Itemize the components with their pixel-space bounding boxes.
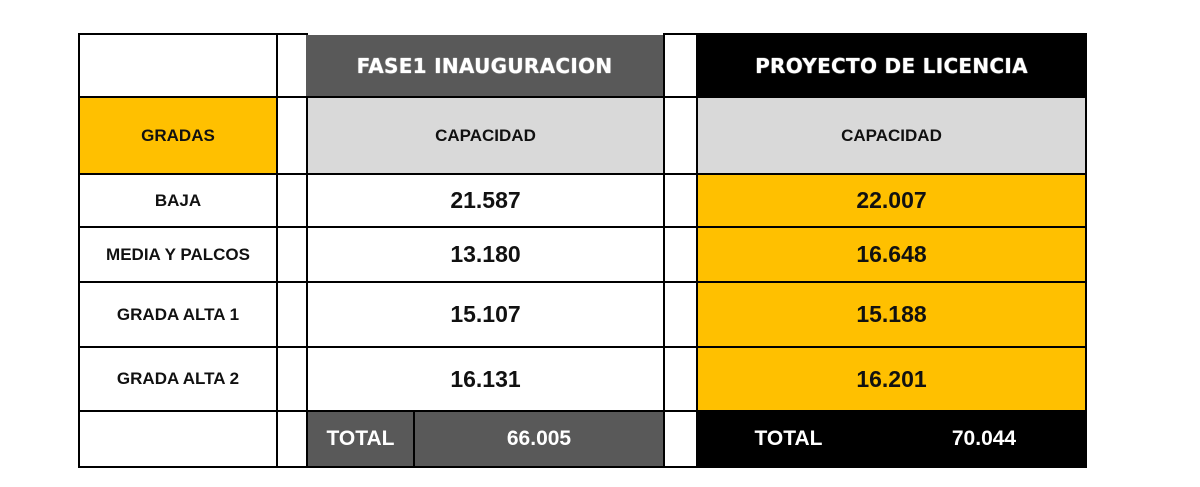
gradas-header: GRADAS bbox=[78, 96, 278, 175]
fase1-title: FASE1 INAUGURACION bbox=[306, 35, 663, 96]
fase1-value: 21.587 bbox=[306, 173, 665, 228]
grada-name: GRADA ALTA 2 bbox=[78, 346, 278, 412]
grada-name: GRADA ALTA 1 bbox=[78, 281, 278, 348]
spacer-cell bbox=[663, 173, 698, 228]
proyecto-value: 15.188 bbox=[696, 281, 1087, 348]
proyecto-value: 22.007 bbox=[696, 173, 1087, 228]
fase1-total-label: TOTAL bbox=[306, 410, 415, 468]
empty-top-left-cell bbox=[78, 33, 278, 98]
spacer-cell bbox=[276, 173, 308, 228]
spacer-cell bbox=[276, 346, 308, 412]
proyecto-title: PROYECTO DE LICENCIA bbox=[696, 33, 1087, 98]
spacer-cell bbox=[663, 33, 698, 98]
empty-total-cell bbox=[78, 410, 278, 468]
proyecto-value: 16.201 bbox=[696, 346, 1087, 412]
spacer-cell bbox=[276, 281, 308, 348]
proyecto-capacity-header: CAPACIDAD bbox=[696, 96, 1087, 175]
spacer-cell bbox=[663, 346, 698, 412]
fase1-value: 15.107 bbox=[306, 281, 665, 348]
proyecto-value: 16.648 bbox=[696, 226, 1087, 283]
spacer-cell bbox=[276, 410, 308, 468]
fase1-capacity-header: CAPACIDAD bbox=[306, 96, 665, 175]
fase1-value: 16.131 bbox=[306, 346, 665, 412]
grada-name: BAJA bbox=[78, 173, 278, 228]
fase1-value: 13.180 bbox=[306, 226, 665, 283]
spacer-cell bbox=[663, 96, 698, 175]
capacity-comparison-table: FASE1 INAUGURACION PROYECTO DE LICENCIA … bbox=[78, 33, 1087, 468]
proyecto-total-value: 70.044 bbox=[881, 410, 1087, 468]
spacer-cell bbox=[663, 410, 698, 468]
grada-name: MEDIA Y PALCOS bbox=[78, 226, 278, 283]
spacer-cell bbox=[276, 33, 308, 98]
fase1-total-value: 66.005 bbox=[413, 410, 665, 468]
spacer-cell bbox=[276, 96, 308, 175]
proyecto-total-label: TOTAL bbox=[696, 410, 881, 468]
spacer-cell bbox=[663, 281, 698, 348]
spacer-cell bbox=[276, 226, 308, 283]
spacer-cell bbox=[663, 226, 698, 283]
